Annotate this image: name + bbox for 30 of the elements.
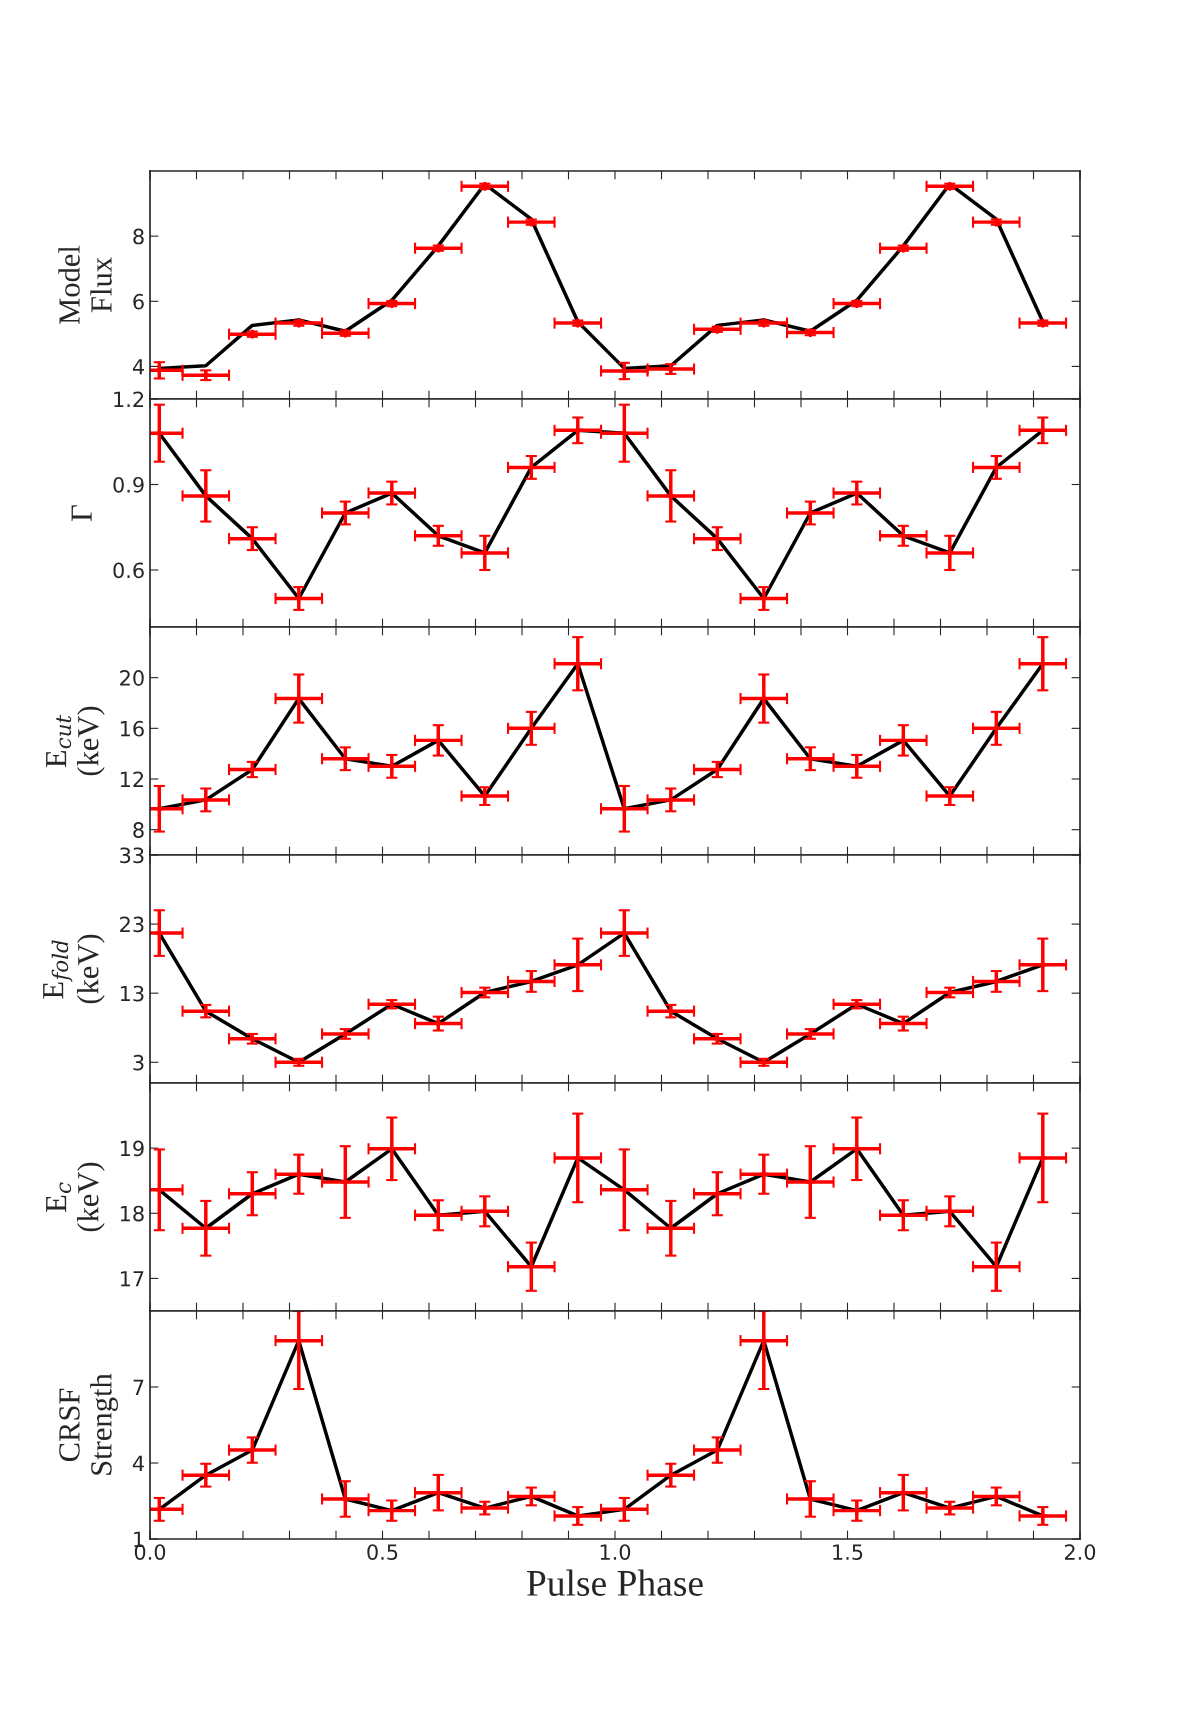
y-tick-label: 8	[133, 822, 144, 838]
y-axis-title: Γ	[71, 505, 92, 521]
y-axis-title: CRSF Strength	[59, 1373, 118, 1475]
y-tick-label: 0.9	[113, 476, 144, 493]
y-tick-label: 17	[120, 1271, 144, 1287]
y-tick-label: 33	[120, 847, 144, 864]
y-tick-label: 3	[133, 1054, 144, 1071]
y-tick-label: 12	[120, 771, 144, 787]
y-axis-title: E$_{c}$ (keV)	[46, 1162, 105, 1232]
y-tick-label: 20	[120, 670, 144, 686]
y-tick-label: 0.6	[113, 562, 144, 579]
x-tick-label: 1.0	[600, 1544, 631, 1560]
y-axis-title: Model Flux	[58, 245, 112, 325]
y-tick-label: 8	[133, 228, 144, 245]
y-axis-title: E$_{cut}$ (keV)	[46, 706, 105, 776]
y-tick-label: 4	[132, 1455, 144, 1471]
y-tick-label: 16	[120, 720, 144, 737]
y-axis-title: E$_{fold}$ (keV)	[43, 934, 105, 1004]
x-tick-label: 2.0	[1064, 1544, 1096, 1560]
y-tick-label: 4	[132, 359, 144, 375]
x-axis-title: Pulse Phase	[527, 1569, 703, 1596]
y-tick-label: 7	[133, 1379, 144, 1395]
y-tick-label: 13	[120, 985, 144, 1002]
x-tick-label: 0.5	[367, 1544, 398, 1560]
y-tick-label: 23	[120, 916, 144, 933]
y-tick-label: 18	[120, 1205, 144, 1222]
y-tick-label: 1.2	[114, 391, 144, 407]
y-tick-label: 6	[133, 293, 144, 310]
y-tick-label: 19	[120, 1140, 144, 1157]
x-tick-label: 1.5	[833, 1544, 863, 1560]
